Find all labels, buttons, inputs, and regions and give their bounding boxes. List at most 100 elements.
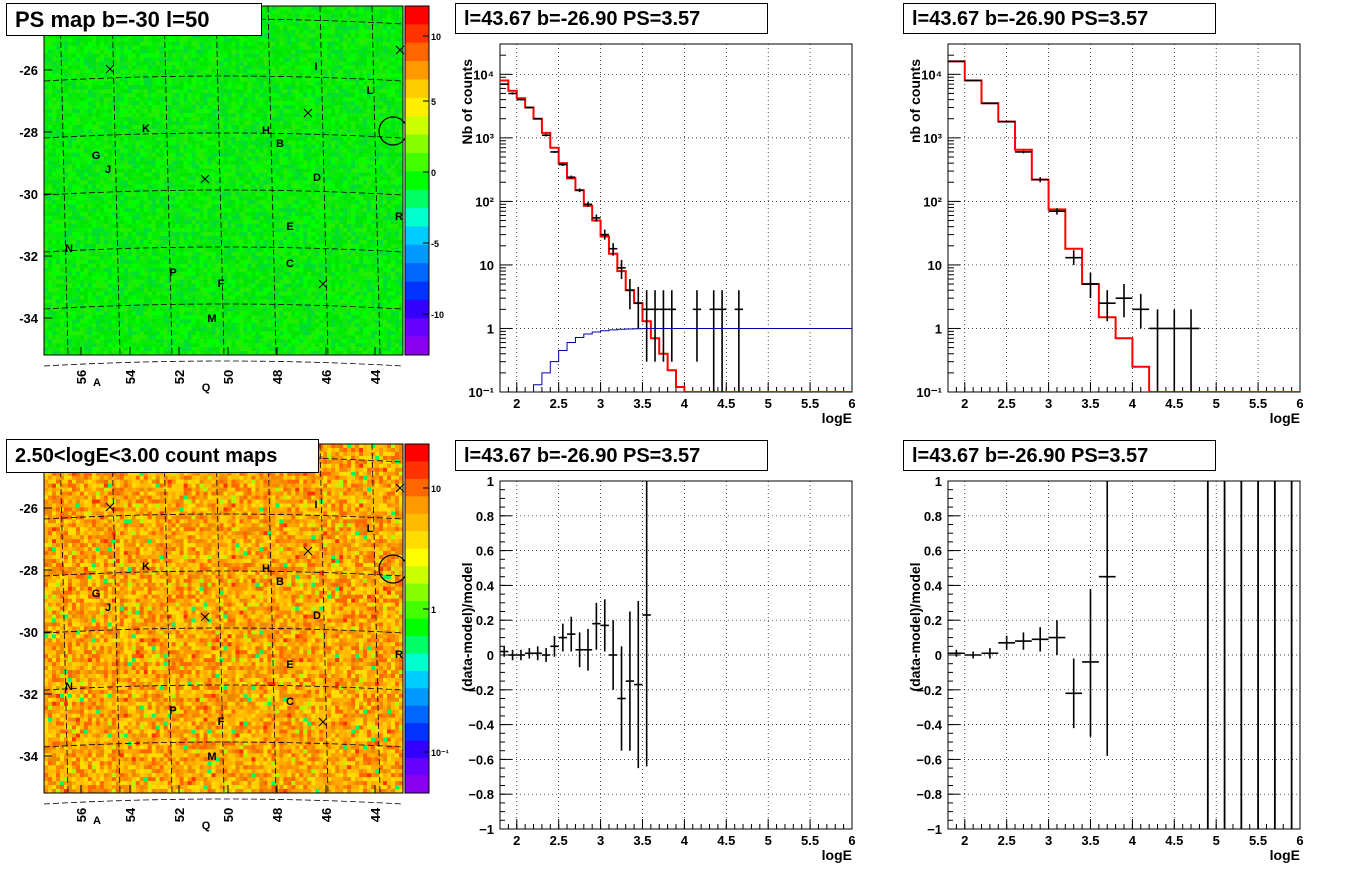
map-pixel [119, 57, 125, 62]
map-pixel [179, 65, 184, 70]
map-pixel [171, 168, 176, 173]
map-pixel [71, 160, 77, 165]
map-pixel [44, 208, 49, 213]
map-pixel [399, 73, 404, 78]
map-pixel [287, 220, 292, 225]
map-pixel [383, 105, 388, 110]
map-pixel [123, 113, 129, 118]
map-pixel [59, 180, 65, 185]
map-pixel [331, 180, 336, 185]
map-pixel [367, 152, 372, 158]
map-pixel [103, 57, 109, 62]
map-pixel [179, 224, 184, 229]
map-pixel [163, 164, 168, 169]
map-pixel [239, 73, 244, 78]
map-pixel [395, 124, 400, 130]
map-pixel [59, 124, 65, 130]
map-pixel [283, 200, 288, 205]
map-pixel [71, 49, 77, 54]
map-pixel [279, 132, 284, 138]
map-pixel [91, 180, 97, 185]
map-pixel [195, 188, 200, 193]
map-pixel [159, 176, 164, 181]
map-pixel [311, 172, 316, 177]
map-pixel [259, 101, 264, 106]
map-pixel [303, 73, 308, 78]
map-pixel [367, 49, 372, 54]
map-pixel [87, 200, 93, 205]
map-pixel [103, 208, 109, 213]
map-pixel [399, 204, 404, 209]
map-pixel [131, 208, 137, 213]
map-pixel [99, 105, 105, 110]
map-pixel [103, 61, 109, 66]
map-pixel [103, 132, 109, 138]
map-pixel [231, 73, 236, 78]
map-pixel [363, 180, 368, 185]
map-pixel [103, 140, 109, 146]
map-pixel [371, 13, 376, 19]
map-pixel [347, 61, 352, 66]
map-pixel [331, 117, 336, 122]
map-pixel [99, 172, 105, 177]
map-pixel [275, 109, 280, 114]
map-pixel [159, 101, 164, 106]
map-pixel [259, 57, 264, 62]
map-pixel [87, 188, 93, 193]
map-pixel [211, 196, 216, 201]
map-pixel [87, 164, 93, 169]
map-pixel [71, 57, 77, 62]
map-pixel [335, 93, 340, 98]
map-pixel [179, 148, 184, 154]
map-pixel [259, 220, 264, 225]
map-pixel [287, 85, 292, 90]
map-pixel [223, 45, 228, 50]
map-pixel [275, 168, 280, 173]
map-pixel [355, 25, 360, 31]
map-pixel [275, 101, 280, 106]
map-pixel [399, 81, 404, 86]
map-pixel [75, 89, 81, 94]
map-pixel [335, 73, 340, 78]
map-pixel [335, 196, 340, 201]
map-pixel [163, 140, 168, 146]
map-pixel [383, 109, 388, 114]
map-pixel [267, 152, 272, 158]
map-pixel [347, 93, 352, 98]
map-pixel [79, 69, 85, 74]
map-pixel [207, 164, 212, 169]
map-pixel [155, 93, 160, 98]
map-pixel [135, 41, 141, 46]
map-pixel [227, 204, 232, 209]
map-pixel [311, 6, 316, 11]
map-pixel [155, 85, 160, 90]
map-pixel [163, 136, 168, 142]
map-pixel [187, 168, 192, 173]
map-pixel [79, 101, 85, 106]
map-pixel [307, 216, 312, 221]
map-pixel [255, 49, 260, 54]
map-pixel [339, 57, 344, 62]
map-pixel [155, 184, 160, 189]
map-pixel [207, 113, 212, 118]
map-pixel [131, 156, 137, 161]
map-pixel [235, 212, 240, 217]
map-pixel [175, 212, 180, 217]
map-pixel [135, 101, 141, 106]
map-pixel [215, 49, 220, 54]
map-pixel [47, 156, 53, 161]
map-pixel [155, 176, 160, 181]
map-pixel [191, 37, 196, 42]
map-pixel [195, 184, 200, 189]
map-pixel [44, 184, 49, 189]
map-pixel [271, 212, 276, 217]
map-pixel [283, 164, 288, 169]
map-pixel [139, 160, 145, 165]
map-pixel [171, 65, 176, 70]
map-pixel [315, 85, 320, 90]
map-pixel [183, 97, 188, 102]
map-pixel [63, 57, 69, 62]
map-pixel [391, 132, 396, 138]
map-pixel [255, 69, 260, 74]
map-pixel [44, 89, 49, 94]
